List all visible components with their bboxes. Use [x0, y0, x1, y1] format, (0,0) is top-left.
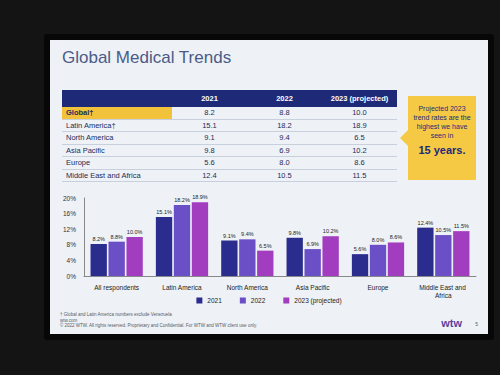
svg-text:North America: North America [227, 284, 269, 291]
html-text:10.0: 10.0 [352, 108, 367, 118]
html-text:2022: 2022 [276, 94, 293, 103]
svg-text:2023 (projected): 2023 (projected) [294, 297, 341, 305]
svg-text:16%: 16% [63, 210, 76, 217]
html-text:9.4: 9.4 [279, 133, 290, 143]
svg-text:8.8%: 8.8% [110, 234, 123, 240]
html-text:9.1: 9.1 [204, 133, 215, 143]
svg-text:Asia Pacific: Asia Pacific [296, 284, 330, 291]
html-text:8.8: 8.8 [279, 108, 290, 118]
html-text:10.5: 10.5 [277, 170, 292, 180]
svg-text:6.9%: 6.9% [306, 241, 319, 247]
svg-text:0%: 0% [67, 273, 77, 280]
html-text:6.9: 6.9 [279, 145, 290, 155]
html-text:2023 (projected): 2023 (projected) [330, 94, 389, 103]
svg-text:8.2%: 8.2% [92, 236, 105, 242]
html-text:Projected 2023 trend rates are: Projected 2023 trend rates are the highe… [413, 105, 471, 139]
html-text:18.2: 18.2 [277, 120, 292, 130]
html-text:8.0: 8.0 [279, 158, 290, 168]
html-text:10.2: 10.2 [352, 145, 367, 155]
html-text:Latin America†: Latin America† [66, 120, 116, 130]
svg-text:2022: 2022 [251, 297, 266, 304]
html-text:11.5: 11.5 [352, 170, 367, 180]
html-text:Middle East and Africa: Middle East and Africa [66, 170, 141, 180]
svg-text:10.2%: 10.2% [323, 228, 339, 234]
html-text:2021: 2021 [201, 94, 218, 103]
svg-text:All respondents: All respondents [94, 284, 140, 292]
svg-text:11.5%: 11.5% [454, 223, 469, 229]
html-text:Global Medical Trends: Global Medical Trends [62, 48, 232, 67]
svg-text:2021: 2021 [207, 297, 222, 304]
svg-text:12.4%: 12.4% [418, 220, 434, 226]
html-text:12.4: 12.4 [202, 170, 217, 180]
html-text:Asia Pacific: Asia Pacific [66, 145, 105, 155]
html-text:15 years.: 15 years. [418, 144, 466, 156]
svg-text:6.5%: 6.5% [259, 243, 272, 249]
svg-text:9.8%: 9.8% [288, 230, 301, 236]
html-text:wtw.com: wtw.com [60, 317, 78, 323]
svg-text:4%: 4% [67, 257, 77, 264]
svg-text:5.6%: 5.6% [354, 246, 367, 252]
html-text:5: 5 [475, 321, 478, 327]
html-text:† Global and Latin America num: † Global and Latin America numbers exclu… [60, 312, 172, 317]
html-text:wtw: wtw [441, 317, 462, 329]
html-text:9.8: 9.8 [204, 145, 215, 155]
svg-text:18.9%: 18.9% [192, 194, 208, 200]
html-text:Global†: Global† [66, 108, 94, 118]
html-text:North America: North America [66, 133, 114, 143]
svg-text:8.0%: 8.0% [372, 237, 385, 243]
svg-text:18.2%: 18.2% [174, 197, 190, 203]
html-text:8.6: 8.6 [354, 158, 365, 168]
svg-text:8%: 8% [67, 241, 77, 248]
svg-text:12%: 12% [63, 226, 76, 233]
html-text:6.5: 6.5 [354, 133, 365, 143]
svg-text:Europe: Europe [368, 284, 389, 292]
svg-text:8.6%: 8.6% [390, 234, 403, 240]
html-text:15.1: 15.1 [202, 120, 217, 130]
svg-text:10.0%: 10.0% [127, 229, 143, 235]
svg-text:15.1%: 15.1% [156, 209, 172, 215]
html-text:Europe: Europe [66, 158, 91, 168]
svg-text:9.1%: 9.1% [223, 233, 236, 239]
svg-text:Latin America: Latin America [162, 284, 202, 291]
html-text:5.6: 5.6 [204, 158, 215, 168]
svg-text:20%: 20% [63, 195, 76, 202]
svg-text:Middle East and: Middle East and [419, 284, 467, 291]
svg-text:9.4%: 9.4% [241, 231, 254, 237]
svg-text:Africa: Africa [435, 292, 452, 299]
html-text:18.9: 18.9 [352, 120, 367, 130]
html-text:8.2: 8.2 [204, 108, 215, 118]
svg-text:10.5%: 10.5% [436, 227, 452, 233]
html-text:© 2022 WTW. All rights reserve: © 2022 WTW. All rights reserved. Proprie… [60, 323, 258, 328]
